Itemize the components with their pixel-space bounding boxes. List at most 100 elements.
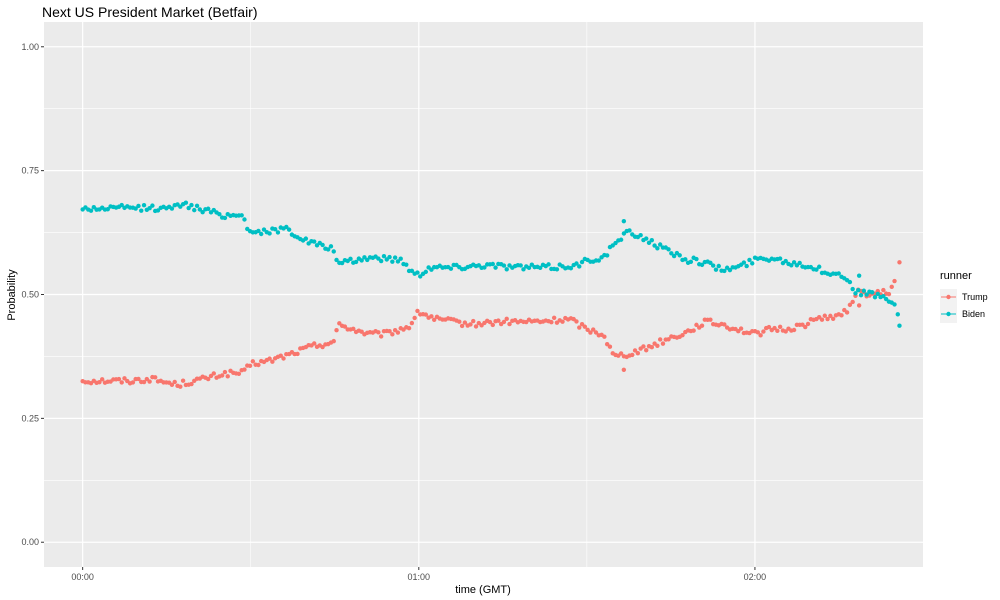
data-point (772, 325, 777, 331)
data-point (331, 338, 336, 344)
data-point (856, 287, 861, 293)
data-point (744, 263, 749, 269)
data-point (180, 378, 186, 383)
data-point (554, 267, 560, 272)
data-point (141, 379, 147, 385)
data-point (864, 292, 869, 297)
data-point (320, 344, 325, 350)
data-point (152, 375, 158, 380)
data-point (577, 325, 582, 330)
data-point (755, 330, 761, 335)
data-point (638, 233, 643, 238)
data-point (579, 259, 585, 265)
chart-title: Next US President Market (Betfair) (42, 4, 258, 20)
data-point (493, 265, 498, 270)
data-point (189, 202, 194, 208)
data-point (431, 317, 437, 323)
data-point (875, 291, 880, 297)
data-point (239, 213, 244, 218)
data-point (591, 327, 596, 332)
data-point (588, 330, 593, 335)
data-point (222, 215, 228, 221)
data-point (577, 264, 582, 269)
data-point (507, 321, 512, 327)
data-point (688, 259, 694, 264)
legend-keys: Trump Biden (940, 289, 988, 323)
data-point (169, 382, 175, 388)
y-tick-label: 0.75 (21, 166, 39, 176)
data-point (141, 202, 147, 208)
data-point (270, 359, 275, 364)
data-point (144, 376, 150, 382)
data-point (353, 259, 359, 265)
data-point (797, 260, 802, 266)
x-tick-label: 01:00 (408, 572, 431, 582)
data-point (295, 351, 300, 357)
data-point (817, 264, 822, 269)
data-point (644, 236, 649, 241)
data-point (593, 330, 599, 335)
data-point (839, 313, 844, 318)
data-point (256, 228, 261, 234)
data-point (613, 240, 618, 246)
data-point (691, 328, 696, 333)
data-point (192, 207, 197, 213)
data-point (644, 348, 649, 353)
data-point (627, 228, 632, 233)
data-point (872, 295, 878, 300)
data-point (883, 296, 889, 302)
data-point (708, 317, 713, 322)
data-point (783, 258, 788, 264)
data-point (504, 316, 509, 322)
data-point (546, 262, 551, 267)
data-point (892, 302, 897, 307)
data-point (708, 260, 713, 266)
data-point (482, 265, 487, 270)
data-point (560, 319, 565, 324)
data-point (618, 237, 624, 242)
data-point (722, 322, 727, 327)
data-point (194, 203, 200, 209)
data-point (646, 240, 652, 246)
y-axis: 0.00 0.25 0.50 0.75 1.00 (21, 42, 44, 547)
data-point (596, 258, 601, 263)
data-point (783, 329, 788, 334)
data-point (136, 376, 141, 382)
data-point (789, 263, 794, 268)
series-biden (80, 200, 902, 328)
data-point (99, 377, 105, 382)
data-point (657, 242, 663, 247)
data-point (351, 326, 356, 331)
data-points (80, 200, 902, 389)
data-point (281, 356, 286, 361)
data-point (392, 255, 398, 260)
data-point (649, 344, 655, 350)
data-point (750, 261, 755, 266)
legend-key-point (946, 294, 951, 300)
data-point (889, 284, 894, 290)
data-point (206, 376, 211, 382)
data-point (250, 359, 256, 364)
data-point (284, 224, 289, 230)
data-point (418, 274, 423, 279)
data-point (415, 270, 420, 275)
data-point (242, 367, 247, 372)
data-point (604, 253, 610, 258)
data-point (518, 263, 523, 268)
data-point (758, 333, 763, 338)
data-point (105, 207, 110, 212)
data-point (429, 267, 434, 272)
data-point (582, 324, 588, 329)
data-point (471, 318, 476, 324)
data-point (359, 329, 364, 334)
data-point (409, 268, 415, 273)
data-point (805, 321, 811, 327)
data-point (412, 315, 417, 321)
data-point (387, 329, 392, 334)
y-tick-label: 0.00 (21, 537, 39, 547)
data-point (272, 227, 278, 232)
data-point (462, 320, 468, 325)
data-point (122, 376, 127, 381)
data-point (172, 379, 177, 385)
